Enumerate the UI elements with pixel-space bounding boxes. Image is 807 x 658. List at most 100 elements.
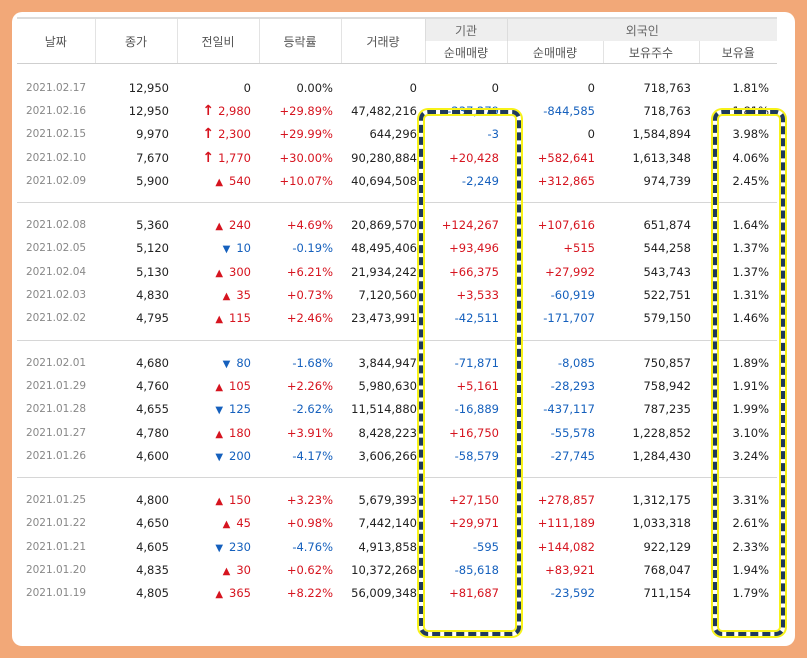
foreign-net-cell: +144,082 [537,539,595,554]
close-cell: 4,655 [136,402,169,417]
shares-held-cell: 922,129 [643,539,691,554]
date-cell: 2021.01.20 [25,563,87,576]
header-shares-held[interactable]: 보유주수 [602,41,699,64]
institution-net-cell: -2,249 [461,173,499,188]
header-date[interactable]: 날짜 [17,17,95,64]
rate-cell: +30.00% [279,150,334,165]
arrow-up-icon: ▲ [215,589,224,601]
rate-cell: +2.26% [286,378,333,393]
change-value: 2,300 [218,127,251,142]
holding-ratio-cell: 2.61% [732,516,770,531]
rate-cell: +3.91% [286,425,333,440]
date-cell: 2021.02.04 [25,265,87,278]
stock-investor-table: 날짜 종가 전일비 등락률 거래량 기관 외국인 순매매량 순매매량 보유주수 … [17,17,778,605]
institution-net-cell: +81,687 [449,586,499,601]
arrow-down-icon: ▼ [222,358,231,370]
change-cell: ▲ 180 [177,421,259,444]
change-value: 45 [236,516,251,531]
arrow-down-icon: ▼ [215,405,224,417]
date-cell: 2021.02.08 [25,219,87,232]
shares-held-cell: 651,874 [643,218,691,233]
holding-ratio-cell: 3.98% [732,127,770,142]
close-cell: 4,760 [136,378,169,393]
header-change[interactable]: 전일비 [176,17,259,64]
header-volume[interactable]: 거래량 [340,17,425,64]
close-cell: 5,130 [136,264,169,279]
date-cell: 2021.02.02 [25,312,87,325]
change-cell: ▲ 365 [177,582,259,605]
holding-ratio-cell: 1.46% [732,311,770,326]
arrow-up-icon: ↑ [202,126,215,143]
foreign-net-cell: -60,919 [550,288,595,303]
table-row: 2021.01.27 4,780 ▲ 180 +3.91% 8,428,223 +16,75… [17,421,777,444]
volume-cell: 5,980,630 [358,378,417,393]
close-cell: 12,950 [128,103,169,118]
change-cell: ▼ 200 [177,444,259,467]
volume-cell: 90,280,884 [351,150,417,165]
change-cell: ▲ 115 [177,307,259,330]
table-row: 2021.01.26 4,600 ▼ 200 -4.17% 3,606,266 -58,57… [17,444,777,467]
date-cell: 2021.02.05 [25,242,87,255]
rate-cell: +0.98% [286,516,333,531]
change-cell: 0 [177,76,259,99]
volume-cell: 8,428,223 [358,425,417,440]
shares-held-cell: 711,154 [643,586,691,601]
volume-cell: 47,482,216 [351,103,417,118]
date-cell: 2021.02.03 [25,289,87,302]
shares-held-cell: 1,613,348 [632,150,691,165]
institution-net-cell: -58,579 [454,448,499,463]
arrow-down-icon: ▼ [222,244,231,256]
rate-cell: +8.22% [286,586,333,601]
close-cell: 5,120 [136,241,169,256]
table-row: 2021.02.09 5,900 ▲ 540 +10.07% 40,694,508 -2,2… [17,169,777,192]
shares-held-cell: 787,235 [643,402,691,417]
volume-cell: 23,473,991 [351,311,417,326]
institution-net-cell: +5,161 [456,378,499,393]
change-value: 150 [229,493,251,508]
header-holding-ratio[interactable]: 보유율 [698,41,778,64]
institution-net-cell: -42,511 [454,311,499,326]
close-cell: 4,800 [136,493,169,508]
institution-net-cell: +29,971 [449,516,499,531]
table-row: 2021.02.10 7,670 ↑ 1,770 +30.00% 90,280,884 +2… [17,146,777,169]
spacer [17,340,777,351]
header-foreign: 외국인 [506,17,778,41]
volume-cell: 5,679,393 [358,493,417,508]
table-row: 2021.02.08 5,360 ▲ 240 +4.69% 20,869,570 +124,… [17,213,777,236]
foreign-net-cell: -28,293 [550,378,595,393]
rate-cell: +29.89% [279,103,334,118]
header-close[interactable]: 종가 [94,17,177,64]
change-value: 300 [229,264,251,279]
volume-cell: 4,913,858 [358,539,417,554]
foreign-net-cell: +27,992 [545,264,595,279]
date-cell: 2021.01.22 [25,517,87,530]
holding-ratio-cell: 3.31% [732,493,770,508]
change-value: 2,980 [218,103,251,118]
header-rate[interactable]: 등락률 [258,17,341,64]
holding-ratio-cell: 1.37% [732,241,770,256]
shares-held-cell: 544,258 [643,241,691,256]
shares-held-cell: 750,857 [643,355,691,370]
foreign-net-cell: +278,857 [537,493,595,508]
change-value: 10 [236,241,251,256]
close-cell: 5,360 [136,218,169,233]
spacer [17,478,777,489]
shares-held-cell: 1,284,430 [632,448,691,463]
institution-net-cell: +16,750 [449,425,499,440]
date-cell: 2021.02.01 [25,356,87,369]
volume-cell: 7,120,560 [358,288,417,303]
change-value: 365 [229,586,251,601]
close-cell: 4,780 [136,425,169,440]
holding-ratio-cell: 1.94% [732,562,770,577]
holding-ratio-cell: 2.33% [732,539,770,554]
date-cell: 2021.01.29 [25,379,87,392]
change-cell: ▲ 35 [177,283,259,306]
volume-cell: 11,514,880 [351,402,417,417]
header-foreign-net[interactable]: 순매매량 [506,41,603,64]
header-inst-net[interactable]: 순매매량 [424,41,507,64]
change-value: 540 [229,173,251,188]
close-cell: 9,970 [136,127,169,142]
table-row: 2021.02.03 4,830 ▲ 35 +0.73% 7,120,560 +3,533 -… [17,283,777,306]
foreign-net-cell: +515 [563,241,595,256]
arrow-up-icon: ▲ [215,314,224,326]
